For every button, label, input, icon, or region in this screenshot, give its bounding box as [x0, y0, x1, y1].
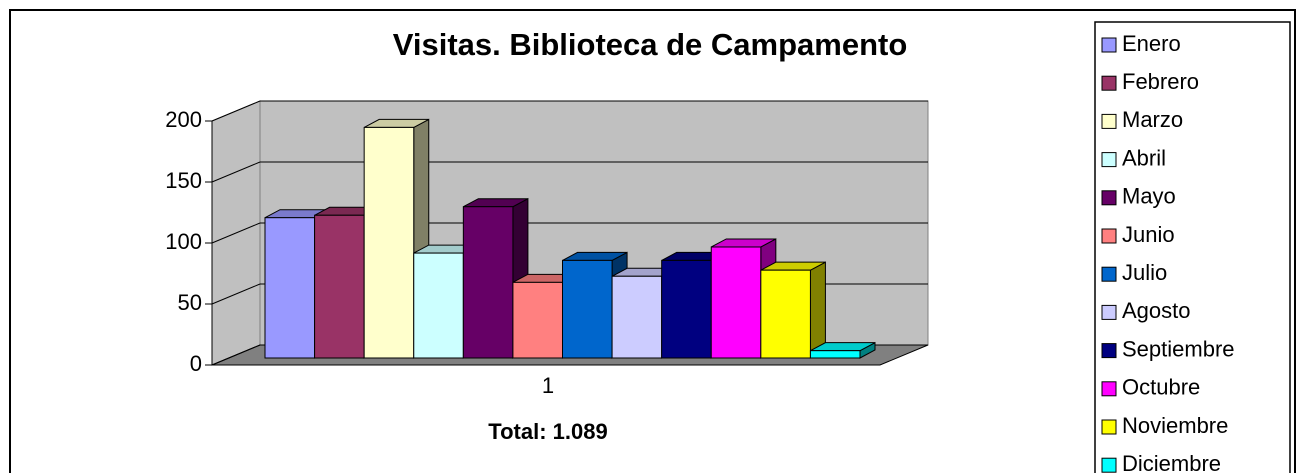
- legend-swatch: [1101, 419, 1117, 435]
- legend-swatch: [1101, 37, 1117, 53]
- legend-swatch: [1101, 381, 1117, 397]
- legend-label: Julio: [1122, 260, 1167, 285]
- bar: [462, 206, 514, 359]
- bar: [413, 252, 464, 359]
- legend-label: Marzo: [1122, 107, 1183, 132]
- legend-swatch: [1101, 457, 1117, 473]
- bar: [314, 214, 365, 359]
- grid-line: [211, 344, 261, 366]
- bar: [562, 259, 613, 359]
- legend-swatch: [1101, 304, 1117, 320]
- y-tick-label: 50: [178, 290, 202, 315]
- y-tick-label: 100: [165, 229, 202, 254]
- legend-label: Junio: [1122, 222, 1175, 247]
- bar: [611, 275, 663, 359]
- bar: [363, 126, 415, 359]
- legend-swatch: [1101, 266, 1117, 282]
- legend-swatch: [1101, 228, 1117, 244]
- legend-swatch: [1101, 75, 1117, 91]
- legend-swatch: [1101, 113, 1117, 129]
- legend-label: Noviembre: [1122, 413, 1228, 438]
- x-axis-label: Total: 1.089: [488, 419, 607, 444]
- y-tick-label: 0: [190, 351, 202, 376]
- bar: [512, 281, 564, 359]
- bar: [760, 269, 811, 359]
- grid-line: [211, 161, 261, 183]
- y-tick-label: 200: [165, 107, 202, 132]
- legend-label: Enero: [1122, 31, 1181, 56]
- legend-box: [1094, 21, 1291, 473]
- legend-swatch: [1101, 190, 1117, 206]
- bar: [264, 217, 316, 359]
- legend-label: Diciembre: [1122, 451, 1221, 473]
- grid-line: [211, 283, 261, 305]
- legend-label: Octubre: [1122, 375, 1200, 400]
- legend-swatch: [1101, 343, 1117, 359]
- bar: [661, 259, 712, 359]
- chart-title: Visitas. Biblioteca de Campamento: [393, 27, 908, 62]
- legend-label: Agosto: [1122, 298, 1191, 323]
- legend-label: Mayo: [1122, 184, 1176, 209]
- legend-label: Abril: [1122, 145, 1166, 170]
- legend-label: Septiembre: [1122, 336, 1235, 361]
- y-tick-label: 150: [165, 168, 202, 193]
- bar: [809, 350, 861, 359]
- x-tick-label: 1: [542, 373, 554, 398]
- legend-label: Febrero: [1122, 69, 1199, 94]
- bar: [710, 246, 762, 359]
- grid-line: [211, 222, 261, 244]
- grid-line: [211, 100, 261, 122]
- legend-swatch: [1101, 152, 1117, 168]
